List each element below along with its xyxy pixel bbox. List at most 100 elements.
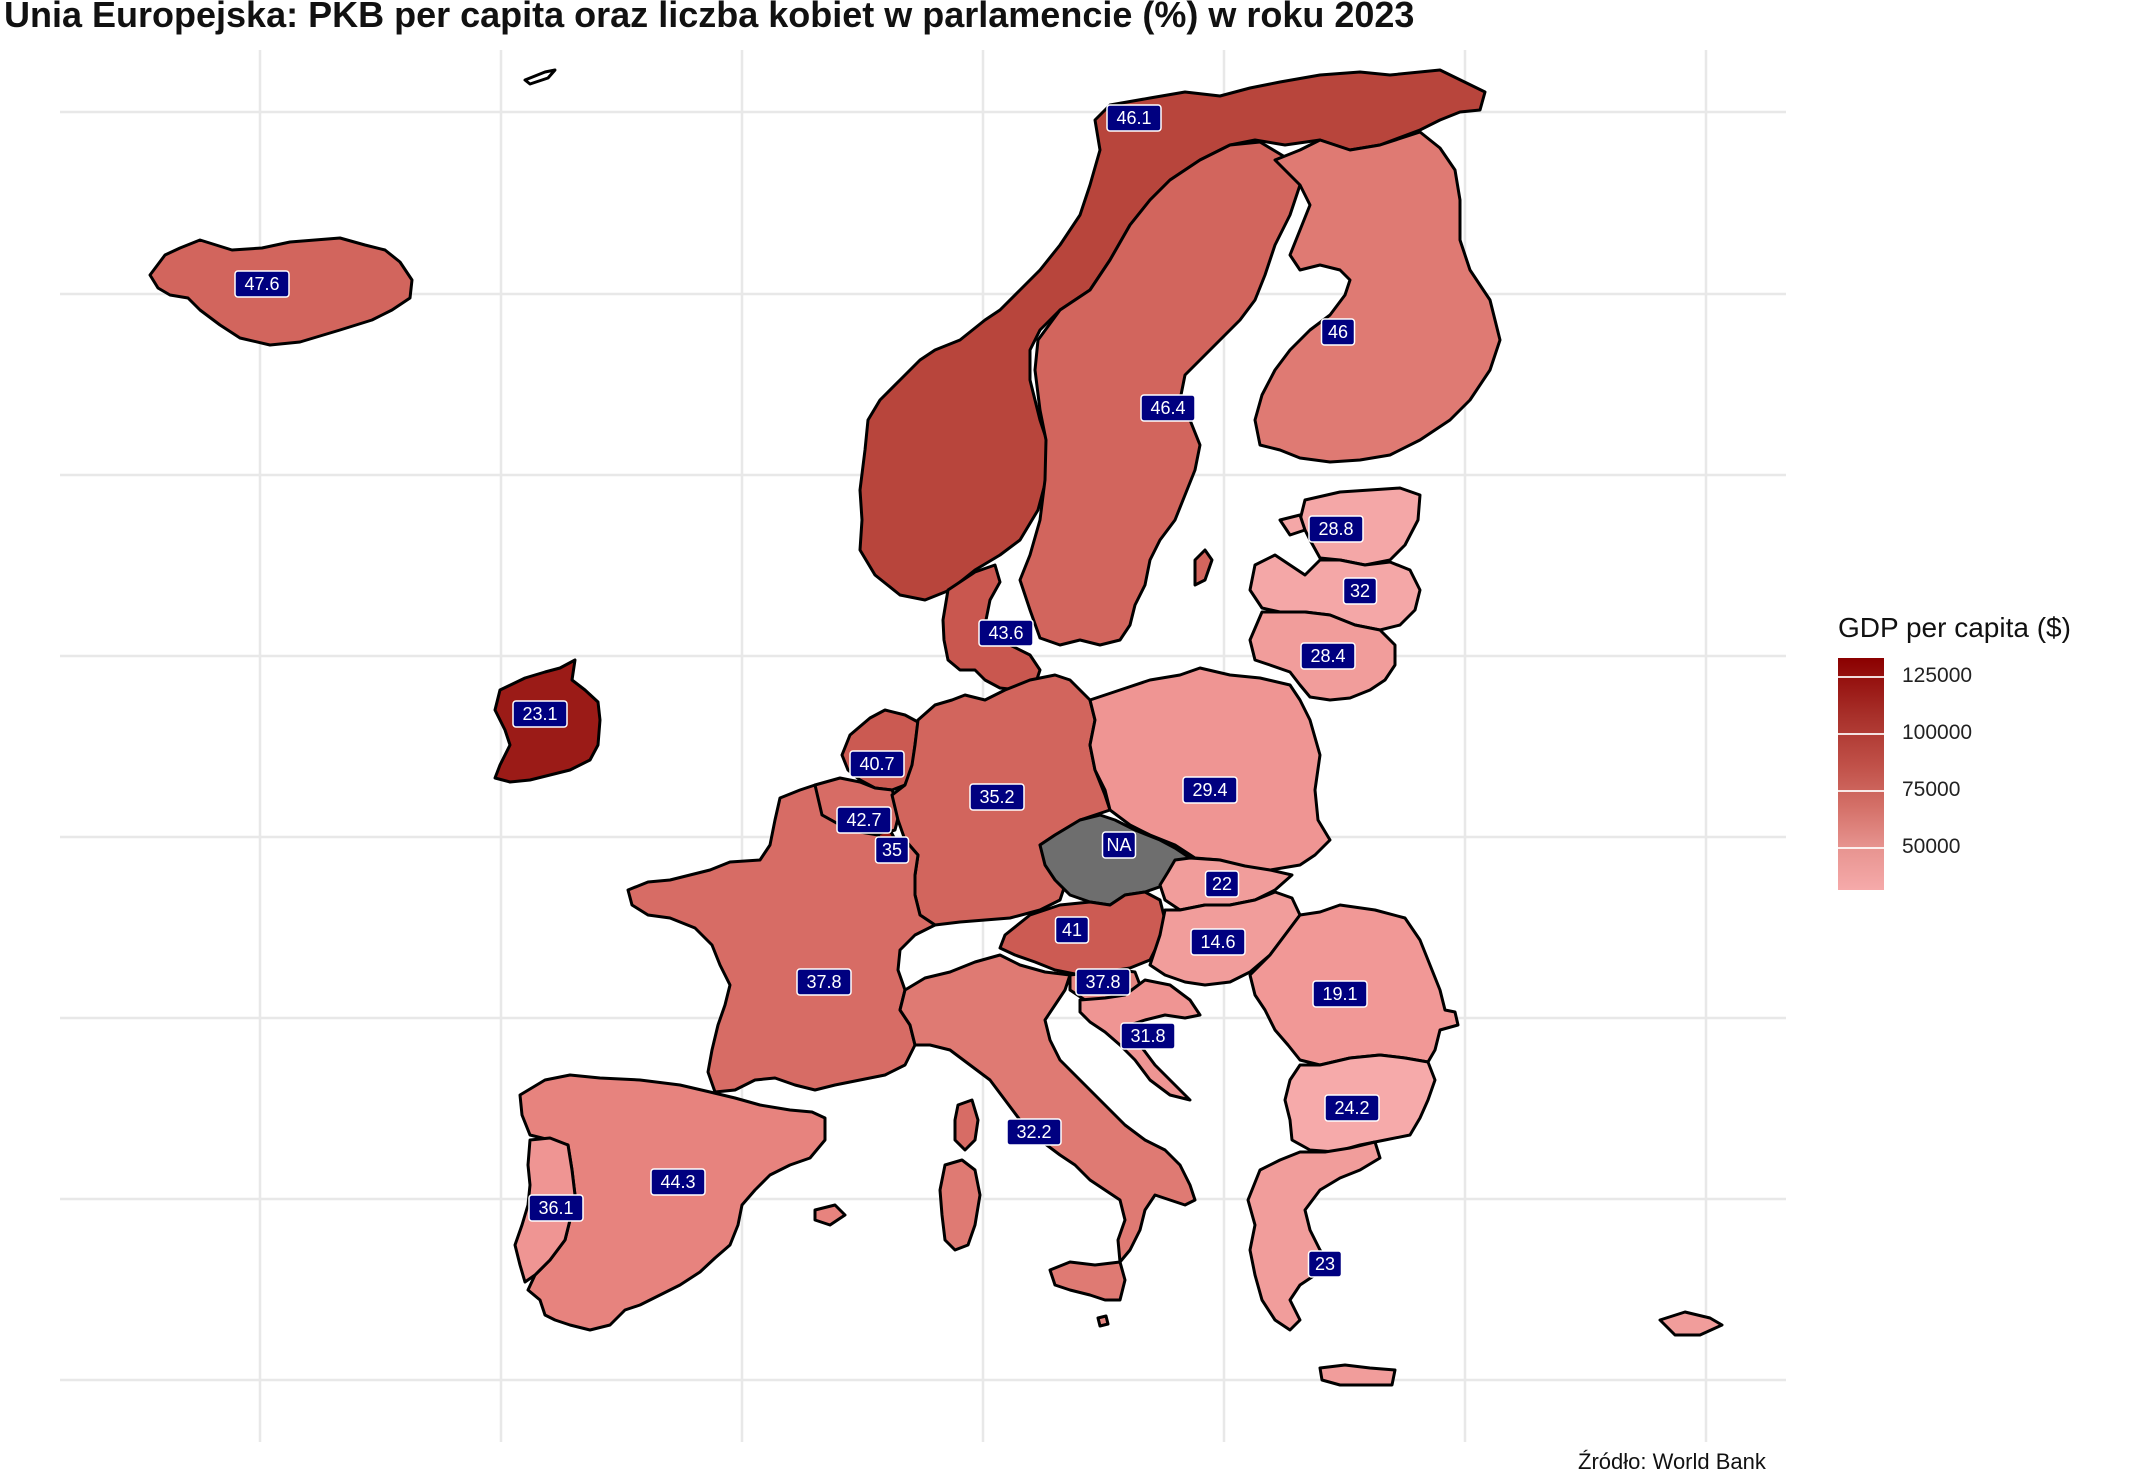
- country-label-portugal: 36.1: [528, 1194, 584, 1222]
- country-norway[interactable]: [858, 68, 1487, 602]
- legend-tick: 125000: [1902, 664, 1973, 687]
- country-label-text: 23: [1315, 1254, 1335, 1274]
- country-sardinia[interactable]: [938, 1158, 982, 1252]
- legend-tick: 75000: [1902, 778, 1961, 801]
- country-label-greece: 23: [1307, 1250, 1343, 1278]
- country-label-text: 36.1: [538, 1198, 573, 1218]
- country-label-austria: 41: [1054, 916, 1090, 944]
- eu-map: 47.6 46.1 46.4 46 28.8 32 28.4 43.6 23.1 40.7 42.7…: [60, 50, 1786, 1442]
- country-sicily[interactable]: [1048, 1260, 1127, 1302]
- country-greece[interactable]: [1246, 1140, 1382, 1332]
- country-label-text: 41: [1062, 920, 1082, 940]
- country-label-text: 35.2: [979, 787, 1014, 807]
- country-finland[interactable]: [1253, 130, 1502, 464]
- country-label-france: 37.8: [796, 968, 852, 996]
- country-label-text: 19.1: [1322, 984, 1357, 1004]
- country-label-box: [1308, 515, 1364, 543]
- country-poland[interactable]: [1088, 666, 1332, 872]
- country-label-croatia: 31.8: [1120, 1022, 1176, 1050]
- country-label-box: [234, 270, 290, 298]
- country-label-sweden: 46.4: [1140, 394, 1196, 422]
- country-label-text: 46.4: [1150, 398, 1185, 418]
- country-label-box: [1140, 394, 1196, 422]
- country-label-text: 37.8: [806, 972, 841, 992]
- country-label-text: 47.6: [244, 274, 279, 294]
- legend-tick: 50000: [1902, 835, 1961, 858]
- country-label-box: [836, 806, 892, 834]
- country-label-czechia: NA: [1101, 831, 1137, 859]
- country-label-box: [874, 836, 910, 864]
- island-mallorca: [813, 1203, 847, 1227]
- country-label-text: 28.4: [1310, 646, 1345, 666]
- country-label-slovakia: 22: [1204, 870, 1240, 898]
- country-france[interactable]: [626, 783, 937, 1094]
- country-label-denmark: 43.6: [978, 619, 1034, 647]
- country-label-box: [1120, 1022, 1176, 1050]
- country-label-ireland: 23.1: [512, 700, 568, 728]
- island-saaremaa: [1278, 513, 1307, 537]
- country-label-box: [1307, 1250, 1343, 1278]
- country-label-box: [1320, 318, 1356, 346]
- country-label-box: [1190, 928, 1246, 956]
- country-label-text: 28.8: [1318, 519, 1353, 539]
- country-label-text: 32: [1350, 581, 1370, 601]
- country-label-text: 40.7: [859, 754, 894, 774]
- country-italy[interactable]: [898, 953, 1197, 1264]
- country-label-box: [1342, 577, 1378, 605]
- country-label-box: [1324, 1094, 1380, 1122]
- country-label-text: 23.1: [522, 704, 557, 724]
- country-label-spain: 44.3: [650, 1168, 706, 1196]
- country-label-netherlands: 40.7: [849, 750, 905, 778]
- country-label-text: 31.8: [1130, 1026, 1165, 1046]
- country-label-text: 42.7: [846, 810, 881, 830]
- country-label-box: [1054, 916, 1090, 944]
- country-label-text: 37.8: [1085, 972, 1120, 992]
- country-label-box: [969, 783, 1025, 811]
- country-label-box: [528, 1194, 584, 1222]
- country-label-bulgaria: 24.2: [1324, 1094, 1380, 1122]
- country-label-romania: 19.1: [1312, 980, 1368, 1008]
- country-label-text: 44.3: [660, 1172, 695, 1192]
- legend-title: GDP per capita ($): [1838, 612, 2071, 643]
- country-label-slovenia: 37.8: [1075, 968, 1131, 996]
- country-label-text: NA: [1106, 835, 1131, 855]
- country-label-box: [1312, 980, 1368, 1008]
- country-cyprus[interactable]: [1658, 1310, 1724, 1337]
- country-label-belgium: 42.7: [836, 806, 892, 834]
- legend: GDP per capita ($) 125000 100000 75000 5…: [1838, 612, 2071, 890]
- country-label-finland: 46: [1320, 318, 1356, 346]
- country-label-text: 43.6: [988, 623, 1023, 643]
- country-label-text: 35: [882, 840, 902, 860]
- country-label-latvia: 32: [1342, 577, 1378, 605]
- country-label-text: 22: [1212, 874, 1232, 894]
- map-title: Unia Europejska: PKB per capita oraz lic…: [4, 0, 1415, 35]
- country-label-box: [650, 1168, 706, 1196]
- country-label-box: [1204, 870, 1240, 898]
- country-corsica[interactable]: [953, 1098, 980, 1152]
- country-label-box: [1101, 831, 1137, 859]
- country-label-iceland: 47.6: [234, 270, 290, 298]
- country-label-luxembourg: 35: [874, 836, 910, 864]
- country-label-text: 32.2: [1016, 1122, 1051, 1142]
- country-label-text: 24.2: [1334, 1098, 1369, 1118]
- country-label-box: [1006, 1118, 1062, 1146]
- country-label-box: [1182, 776, 1238, 804]
- country-crete[interactable]: [1318, 1363, 1397, 1387]
- island-svalbard-shard: [523, 68, 557, 86]
- legend-tick: 100000: [1902, 721, 1973, 744]
- country-label-italy: 32.2: [1006, 1118, 1062, 1146]
- country-malta[interactable]: [1096, 1314, 1110, 1328]
- country-label-text: 29.4: [1192, 780, 1227, 800]
- country-label-text: 46.1: [1116, 108, 1151, 128]
- country-label-lithuania: 28.4: [1300, 642, 1356, 670]
- country-sweden[interactable]: [1018, 140, 1302, 647]
- country-label-box: [849, 750, 905, 778]
- country-label-text: 46: [1328, 322, 1348, 342]
- country-label-box: [1075, 968, 1131, 996]
- source-caption: Źródło: World Bank: [1578, 1449, 1766, 1474]
- country-label-box: [512, 700, 568, 728]
- country-label-box: [1300, 642, 1356, 670]
- country-label-hungary: 14.6: [1190, 928, 1246, 956]
- country-label-box: [1106, 104, 1162, 132]
- legend-colorbar: [1838, 658, 1884, 890]
